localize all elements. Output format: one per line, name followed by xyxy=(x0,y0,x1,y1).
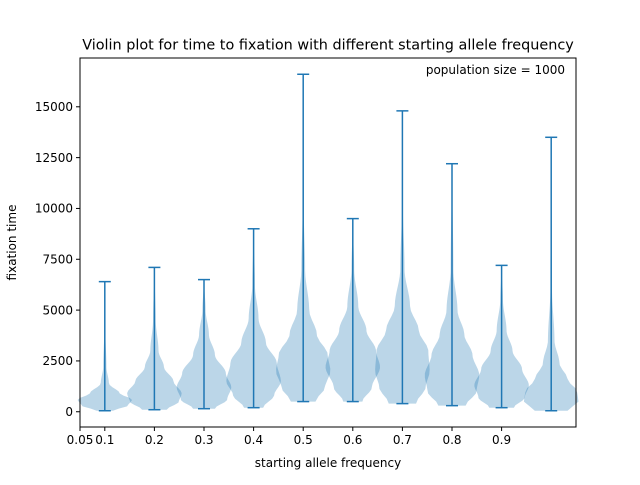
x-axis-label: starting allele frequency xyxy=(255,456,401,470)
y-tick-label: 10000 xyxy=(35,202,73,216)
x-tick-label: 0.9 xyxy=(492,433,511,447)
x-tick-label: 0.4 xyxy=(244,433,263,447)
y-tick-label: 15000 xyxy=(35,100,73,114)
y-tick-label: 12500 xyxy=(35,151,73,165)
ticks-layer: 0.05 0.1 0.2 0.3 0.4 0.5 0.6 0.7 0.8 0.9 0 2500 5000… xyxy=(35,100,511,447)
y-axis-label: fixation time xyxy=(5,205,19,281)
y-tick-label: 2500 xyxy=(42,354,73,368)
x-tick-label: 0.7 xyxy=(393,433,412,447)
violins-layer xyxy=(77,73,579,412)
population-size-annotation: population size = 1000 xyxy=(426,63,565,77)
plot-frame xyxy=(79,57,577,428)
x-tick-label: 0.2 xyxy=(145,433,164,447)
x-tick-label: 0.1 xyxy=(95,433,114,447)
y-tick-label: 7500 xyxy=(42,252,73,266)
x-tick-label: 0.8 xyxy=(442,433,461,447)
x-tick-label: 0.05 xyxy=(67,433,94,447)
x-tick-label: 0.5 xyxy=(294,433,313,447)
chart-title: Violin plot for time to fixation with di… xyxy=(82,38,574,54)
x-tick-label: 0.6 xyxy=(343,433,362,447)
y-tick-label: 0 xyxy=(65,405,73,419)
x-tick-label: 0.3 xyxy=(194,433,213,447)
y-tick-label: 5000 xyxy=(42,303,73,317)
